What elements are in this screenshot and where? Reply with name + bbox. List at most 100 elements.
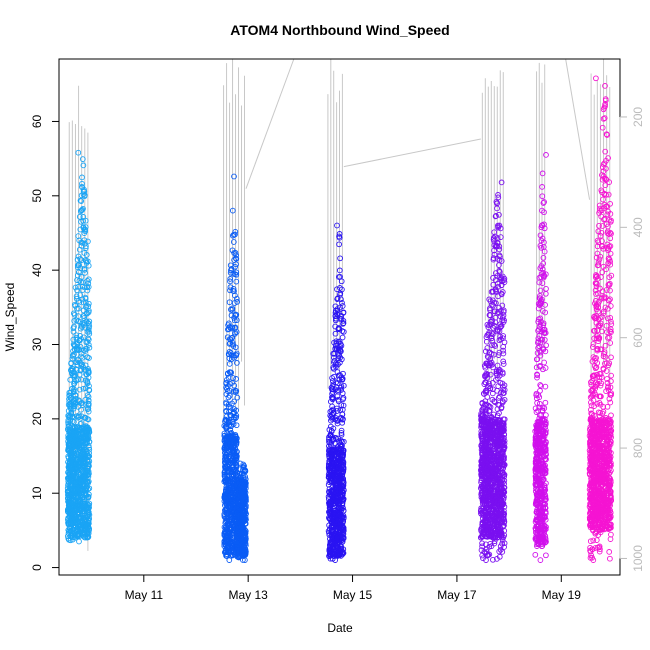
data-point <box>82 491 89 498</box>
data-point <box>67 412 74 419</box>
data-point <box>86 387 93 394</box>
data-point <box>86 429 93 436</box>
data-point <box>233 311 240 318</box>
data-point <box>84 277 91 284</box>
data-point <box>81 531 88 538</box>
data-point <box>82 396 89 403</box>
data-point <box>223 523 230 530</box>
data-point <box>241 467 248 473</box>
data-point <box>232 228 239 235</box>
data-point <box>228 266 235 272</box>
data-point <box>329 416 335 422</box>
data-point <box>70 435 77 441</box>
data-point <box>83 479 90 485</box>
data-point <box>72 460 78 466</box>
data-point <box>234 360 240 366</box>
data-point <box>78 475 84 482</box>
data-point <box>80 191 87 198</box>
data-point <box>70 325 77 332</box>
data-point <box>221 432 228 439</box>
data-point <box>77 292 84 298</box>
data-point <box>72 372 78 379</box>
data-point <box>224 457 230 464</box>
data-point <box>537 387 543 394</box>
data-point <box>65 492 72 499</box>
data-point <box>65 423 72 429</box>
data-point <box>78 353 84 360</box>
data-point <box>327 536 333 542</box>
data-point <box>241 491 247 498</box>
data-point <box>78 425 85 432</box>
data-point <box>222 539 229 546</box>
data-point <box>235 547 241 554</box>
data-point <box>223 380 230 387</box>
data-point <box>238 501 245 508</box>
data-point <box>228 516 235 523</box>
data-point <box>330 437 336 443</box>
data-point <box>338 387 345 393</box>
data-point <box>79 156 86 162</box>
data-point <box>232 445 238 451</box>
data-point <box>68 514 75 520</box>
data-point <box>243 498 249 504</box>
data-point <box>85 336 92 343</box>
data-point <box>224 468 231 475</box>
data-point <box>79 448 86 454</box>
data-point <box>339 334 346 341</box>
data-point <box>68 360 75 366</box>
data-point <box>66 474 72 480</box>
data-point <box>340 382 347 389</box>
data-point <box>85 486 91 492</box>
data-point <box>80 214 87 220</box>
data-point <box>232 255 239 262</box>
data-point <box>80 385 87 392</box>
data-point <box>79 455 85 461</box>
data-point <box>69 528 75 535</box>
data-point <box>79 287 86 293</box>
data-point <box>338 374 345 381</box>
data-point <box>86 444 92 451</box>
data-point <box>69 365 75 372</box>
data-point <box>71 487 78 494</box>
data-point <box>497 234 504 240</box>
data-point <box>71 311 78 318</box>
data-point <box>230 448 237 455</box>
data-point <box>85 434 92 441</box>
data-point <box>230 239 237 245</box>
data-point <box>85 401 92 407</box>
data-point <box>338 430 345 436</box>
data-point <box>223 505 230 512</box>
data-point <box>74 287 80 294</box>
data-point <box>78 506 84 513</box>
data-point <box>226 387 233 394</box>
data-point <box>335 339 342 345</box>
data-point <box>76 386 83 393</box>
data-point <box>75 313 82 319</box>
data-point <box>227 426 234 433</box>
data-point <box>79 361 85 367</box>
data-point <box>74 343 81 350</box>
data-point <box>67 376 74 383</box>
data-point <box>85 416 92 423</box>
data-point <box>225 370 231 377</box>
data-point <box>77 343 84 350</box>
data-point <box>233 454 240 461</box>
data-point <box>233 414 239 421</box>
data-point <box>70 348 76 354</box>
data-point <box>236 525 243 532</box>
data-point <box>240 553 246 560</box>
data-point <box>224 508 231 514</box>
data-point <box>242 476 249 483</box>
data-point <box>82 270 88 276</box>
data-point <box>226 351 232 358</box>
data-point <box>340 309 347 316</box>
data-point <box>80 188 87 194</box>
data-point <box>74 256 81 263</box>
data-point <box>85 519 92 526</box>
data-point <box>229 464 235 471</box>
data-point <box>222 418 228 425</box>
data-point <box>72 301 78 308</box>
data-point <box>241 463 247 469</box>
data-point <box>326 532 333 538</box>
data-point <box>226 418 232 425</box>
